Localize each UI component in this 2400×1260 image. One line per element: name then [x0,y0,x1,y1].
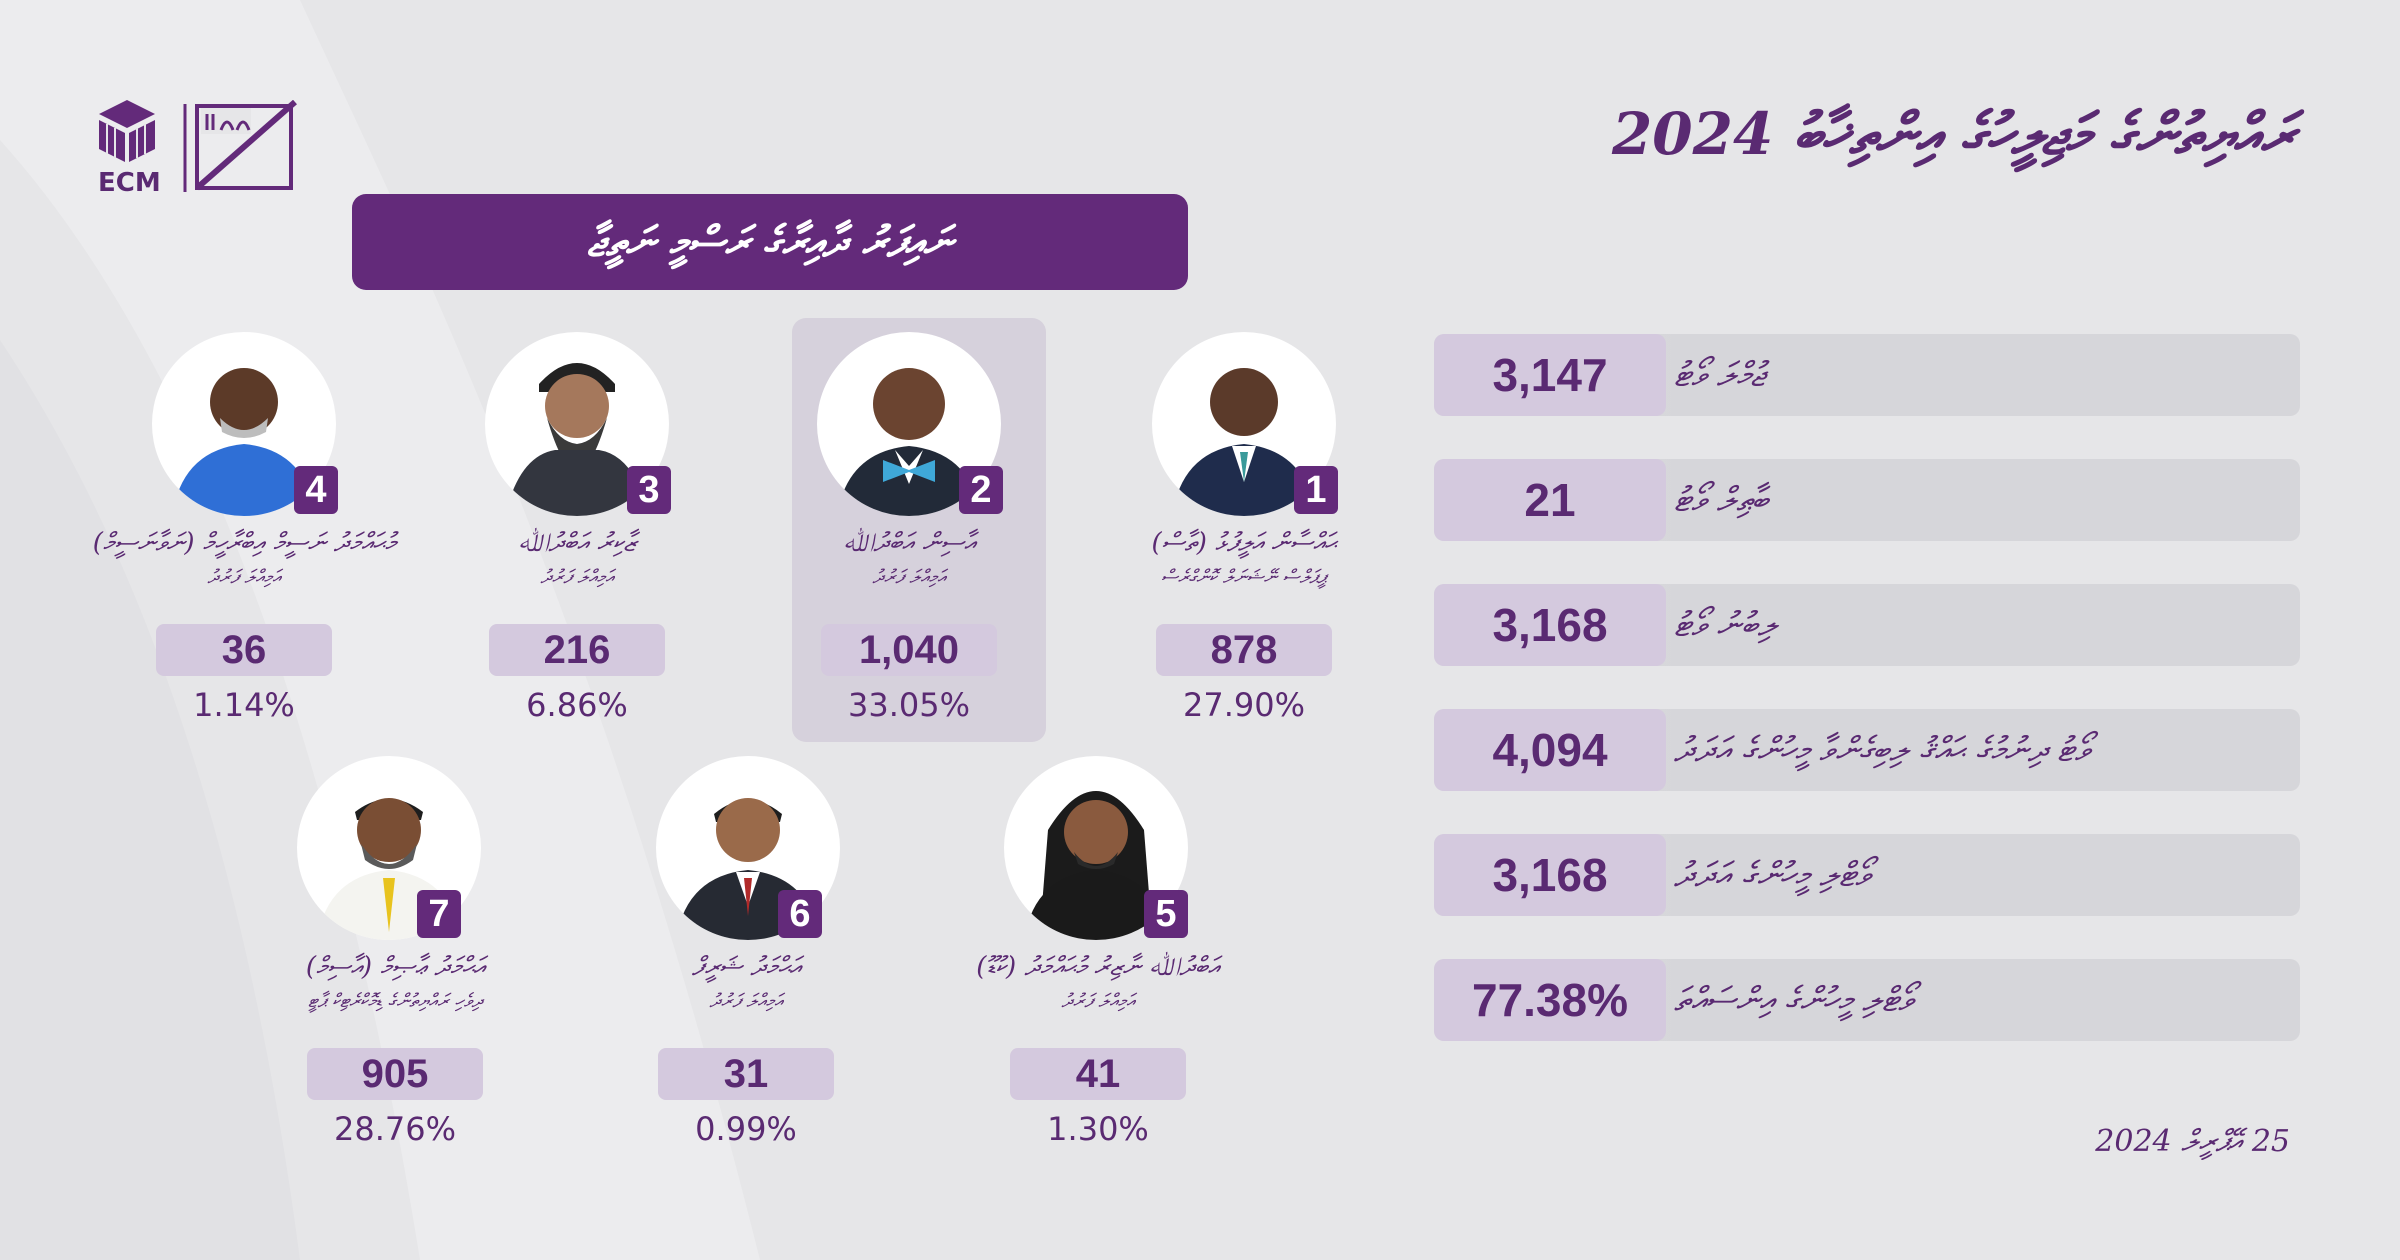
candidate-votes: 41 [1010,1048,1186,1100]
candidate-card-1: 1 ޙައްސާން އަލީފުޅު (ތާސް) ޕީޕަލްސް ނޭޝަ… [1064,332,1424,724]
candidate-votes: 216 [489,624,665,676]
stat-row-received-votes: 3,168 ލިބުނު ވޯޓު [1434,584,2300,666]
candidate-votes: 1,040 [821,624,997,676]
candidate-party: އަމިއްލަ ފަރުދު [207,566,281,588]
candidate-name: ޙައްސާން އަލީފުޅު (ތާސް) [1151,528,1337,558]
candidate-card-6: 6 އަޙްމަދު ޝަރީފް އަމިއްލަ ފަރުދު 31 0.9… [566,756,926,1148]
stat-label: ޖުމްލަ ވޯޓު [1674,355,1765,395]
candidate-name: އާސިން އަބްދުﷲ [842,528,976,558]
ecm-logo [99,100,297,192]
ballot-number-badge: 2 [959,466,1003,514]
stat-value: 21 [1434,459,1666,541]
ballot-number-badge: 3 [627,466,671,514]
candidate-votes: 905 [307,1048,483,1100]
candidate-percent: 0.99% [695,1110,797,1148]
avatar-icon [837,368,981,516]
candidate-percent: 6.86% [526,686,628,724]
avatar-icon [1172,368,1316,516]
candidate-party: ދިވެހި ރައްޔިތުންގެ ޑިމޮކްރެޓިކް ޕާޓީ [307,990,483,1012]
stat-row-voters-count: 3,168 ވޯޓްލި މީހުންގެ އަދަދު [1434,834,2300,916]
candidate-votes: 31 [658,1048,834,1100]
stat-label: ވޯޓްލި މީހުންގެ އިންސައްތަ [1674,980,1913,1020]
candidate-party: އަމިއްލަ ފަރުދު [709,990,783,1012]
ballot-number-badge: 1 [1294,466,1338,514]
stat-value: 77.38% [1434,959,1666,1041]
candidate-card-4: 4 މުޙައްމަދު ނަސީމް އިބްރާހީމް (ނަވާނަސީ… [64,332,424,724]
ballot-number-badge: 4 [294,466,338,514]
candidate-party: ޕީޕަލްސް ނޭޝަނަލް ކޮންގްރެސް [1161,566,1327,588]
constituency-banner: ނައިފަރު ދާއިރާގެ ރަސްމީ ނަތީޖާ [352,194,1188,290]
stat-value: 3,147 [1434,334,1666,416]
logo-text: ECM [98,168,161,198]
stat-row-invalid-votes: 21 ބާޠިލް ވޯޓު [1434,459,2300,541]
stat-row-total-votes: 3,147 ޖުމްލަ ވޯޓު [1434,334,2300,416]
candidate-name: އަޙްމަދު ޢާޞިމް (އާސިމް) [305,952,485,982]
candidate-name: އަޙްމަދު ޝަރީފް [691,952,801,982]
candidate-party: އަމިއްލަ ފަރުދު [872,566,946,588]
results-date: 25 އޭޕްރީލް 2024 [2095,1124,2290,1159]
page-title: ރައްޔިތުންގެ މަޖިލީހުގެ އިންތިޚާބު 2024 [1611,100,2295,168]
ballot-number-badge: 7 [417,890,461,938]
candidate-card-3: 3 ޒާކިރު އަބްދުﷲ އަމިއްލަ ފަރުދު 216 6.8… [397,332,757,724]
ballot-number-badge: 6 [778,890,822,938]
candidate-percent: 33.05% [847,686,970,724]
candidate-card-2: 2 އާސިން އަބްދުﷲ އަމިއްލަ ފަރުދު 1,040 3… [729,332,1089,724]
stat-label: ބާޠިލް ވޯޓު [1674,480,1769,520]
candidate-party: އަމިއްލަ ފަރުދު [540,566,614,588]
candidate-name: ޒާކިރު އަބްދުﷲ [517,528,637,558]
stat-row-turnout: 77.38% ވޯޓްލި މީހުންގެ އިންސައްތަ [1434,959,2300,1041]
ballot-number-badge: 5 [1144,890,1188,938]
candidate-percent: 27.90% [1182,686,1305,724]
candidate-percent: 1.30% [1047,1110,1149,1148]
stat-value: 3,168 [1434,584,1666,666]
candidate-votes: 878 [1156,624,1332,676]
candidate-card-7: 7 އަޙްމަދު ޢާޞިމް (އާސިމް) ދިވެހި ރައްޔި… [215,756,575,1148]
candidate-votes: 36 [156,624,332,676]
avatar-icon [1024,791,1168,940]
candidate-name: އަބްދުﷲ ނާޒިރު މުޙައްމަދު (ކުޑޫ) [976,952,1220,982]
stat-label: ވޯޓު ދިނުމުގެ ޙައްޤު ލިބިގެންވާ މީހުންގެ… [1674,730,2090,770]
stat-row-eligible-voters: 4,094 ވޯޓު ދިނުމުގެ ޙައްޤު ލިބިގެންވާ މީ… [1434,709,2300,791]
candidate-percent: 1.14% [193,686,295,724]
candidate-card-5: 5 އަބްދުﷲ ނާޒިރު މުޙައްމަދު (ކުޑޫ) އަމިއ… [918,756,1278,1148]
avatar-icon [172,368,316,516]
stat-value: 3,168 [1434,834,1666,916]
candidate-percent: 28.76% [333,1110,456,1148]
candidate-name: މުޙައްމަދު ނަސީމް އިބްރާހީމް (ނަވާނަސީމް… [92,528,396,558]
candidate-party: އަމިއްލަ ފަރުދު [1061,990,1135,1012]
avatar-icon [505,363,649,516]
stat-value: 4,094 [1434,709,1666,791]
stat-label: ވޯޓްލި މީހުންގެ އަދަދު [1674,855,1870,895]
stat-label: ލިބުނު ވޯޓު [1674,605,1777,645]
